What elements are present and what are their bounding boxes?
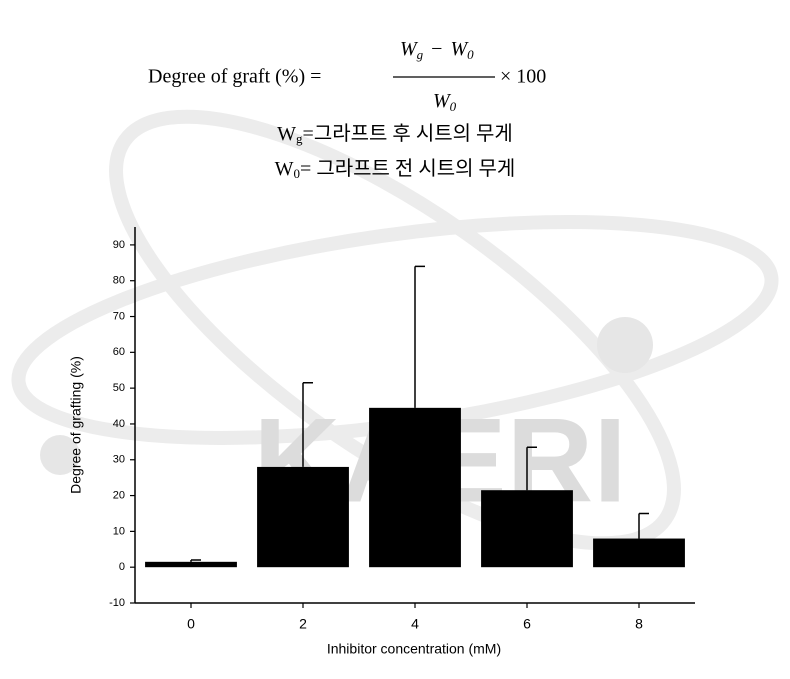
x-tick-label: 6 bbox=[523, 616, 531, 632]
formula: Degree of graft (%) = Wg − W0 W0 × 100 Wg=… bbox=[148, 38, 546, 181]
x-axis-label: Inhibitor concentration (mM) bbox=[327, 641, 501, 657]
error-bar bbox=[302, 382, 313, 467]
y-tick-label: 80 bbox=[113, 275, 125, 287]
bar bbox=[593, 538, 685, 568]
x-tick-label: 2 bbox=[299, 616, 307, 632]
formula-lhs: Degree of graft (%) = bbox=[148, 66, 321, 88]
symbol: W bbox=[400, 38, 419, 60]
symbol: W bbox=[450, 38, 469, 60]
denominator: W0 bbox=[433, 90, 457, 114]
x-tick-label: 0 bbox=[187, 616, 195, 632]
bar bbox=[257, 466, 349, 568]
y-tick-label: 70 bbox=[113, 310, 125, 322]
subscript: g bbox=[296, 131, 303, 146]
y-tick-label: 30 bbox=[113, 454, 125, 466]
subscript: 0 bbox=[450, 99, 457, 114]
subscript: g bbox=[417, 47, 424, 62]
bar bbox=[145, 561, 237, 568]
error-bar bbox=[526, 446, 537, 491]
formula-rhs: × 100 bbox=[500, 66, 546, 88]
y-axis-label: Degree of grafting (%) bbox=[68, 356, 84, 494]
definition: Wg=그라프트 후 시트의 무게 bbox=[277, 122, 513, 146]
numerator: Wg − W0 bbox=[400, 38, 474, 62]
y-tick-label: 20 bbox=[113, 489, 125, 501]
y-tick-label: -10 bbox=[109, 597, 125, 609]
bar bbox=[481, 490, 573, 568]
subscript: 0 bbox=[294, 166, 301, 181]
x-tick-label: 4 bbox=[411, 616, 419, 632]
y-tick-label: 90 bbox=[113, 239, 125, 251]
error-bar bbox=[638, 512, 649, 539]
definition: W0= 그라프트 전 시트의 무게 bbox=[275, 157, 516, 181]
y-tick-label: 50 bbox=[113, 382, 125, 394]
symbol: W bbox=[433, 90, 452, 112]
symbol: W bbox=[275, 158, 294, 180]
error-bar bbox=[190, 559, 201, 562]
y-tick-label: 10 bbox=[113, 525, 125, 537]
definition-text: =그라프트 후 시트의 무게 bbox=[303, 122, 513, 145]
y-tick-label: 40 bbox=[113, 418, 125, 430]
error-bar bbox=[414, 265, 425, 408]
y-tick-label: 60 bbox=[113, 346, 125, 358]
subscript: 0 bbox=[467, 47, 474, 62]
symbol: W bbox=[277, 123, 296, 145]
operator: − bbox=[431, 38, 442, 60]
definition-text: = 그라프트 전 시트의 무게 bbox=[300, 157, 515, 180]
y-tick-label: 0 bbox=[119, 561, 125, 573]
x-tick-label: 8 bbox=[635, 616, 643, 632]
bar bbox=[369, 407, 461, 568]
